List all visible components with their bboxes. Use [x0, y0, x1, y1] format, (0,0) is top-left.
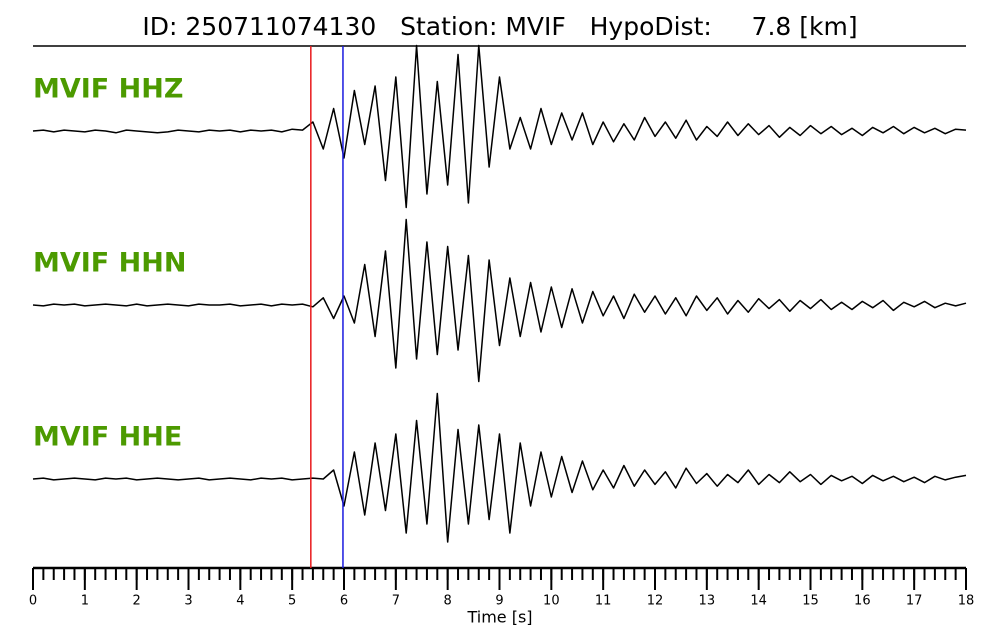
x-tick-label: 8: [444, 594, 452, 609]
x-tick-label: 3: [184, 594, 192, 609]
waveform: [32, 44, 967, 209]
x-tick-label: 16: [854, 594, 871, 609]
x-tick-label: 12: [647, 594, 664, 609]
x-tick-label: 6: [340, 594, 348, 609]
trace-label: MVIF HHN: [33, 248, 186, 279]
x-tick-label: 7: [392, 594, 400, 609]
waveform: [32, 392, 967, 543]
x-tick-label: 2: [133, 594, 141, 609]
x-tick-label: 0: [29, 594, 37, 609]
trace-label: MVIF HHZ: [33, 74, 183, 105]
x-tick-label: 10: [543, 594, 560, 609]
x-tick-label: 17: [906, 594, 923, 609]
trace-label: MVIF HHE: [33, 422, 182, 453]
x-tick-label: 15: [802, 594, 819, 609]
chart-title: ID: 250711074130 Station: MVIF HypoDist:…: [142, 12, 857, 41]
x-tick-label: 11: [595, 594, 612, 609]
waveform: [32, 218, 967, 383]
x-tick-label: 18: [958, 594, 975, 609]
x-tick-label: 1: [81, 594, 89, 609]
x-tick-label: 14: [750, 594, 767, 609]
x-tick-label: 9: [495, 594, 503, 609]
x-tick-label: 13: [699, 594, 716, 609]
x-tick-label: 4: [236, 594, 244, 609]
x-axis-label: Time [s]: [466, 608, 532, 627]
x-tick-label: 5: [288, 594, 296, 609]
